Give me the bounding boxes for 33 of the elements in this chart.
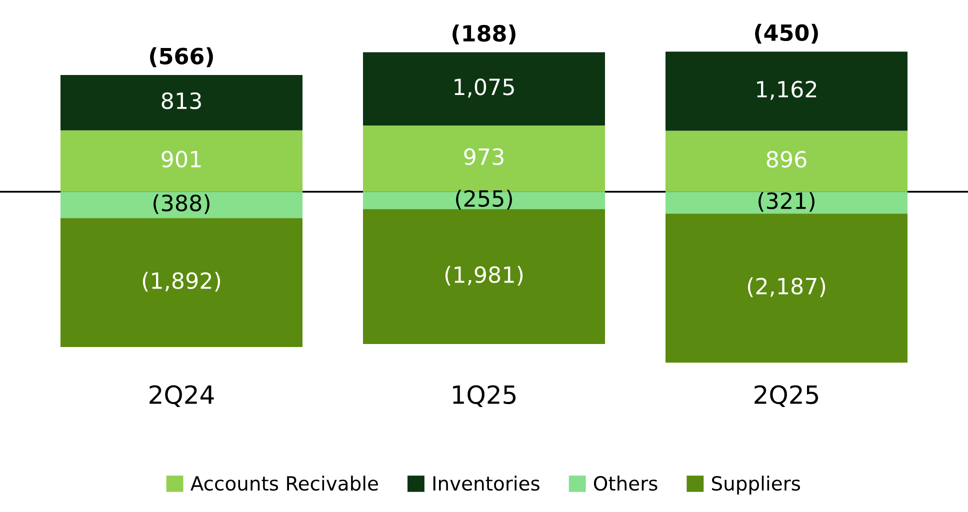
data-label: (1,981) xyxy=(445,266,523,286)
legend-label: Accounts Recivable xyxy=(190,476,378,491)
data-label: (388) xyxy=(154,194,210,214)
bar xyxy=(60,75,302,130)
total-label: (450) xyxy=(755,24,818,44)
data-label: (2,187) xyxy=(748,277,826,298)
total-label: (566) xyxy=(150,47,213,68)
data-label: 896 xyxy=(766,150,806,168)
legend-label: Inventories xyxy=(433,476,540,491)
bar xyxy=(363,209,605,344)
data-label: (321) xyxy=(758,192,814,212)
x-tick-label: 2Q24 xyxy=(150,385,214,407)
data-label: 973 xyxy=(464,148,504,166)
data-label: 1,162 xyxy=(757,80,816,100)
data-label: (255) xyxy=(456,190,512,210)
x-tick-label: 2Q25 xyxy=(754,385,818,407)
total-label: (188) xyxy=(452,24,516,44)
bar xyxy=(666,214,908,363)
bar xyxy=(666,52,908,131)
bar xyxy=(60,192,302,218)
data-label: 1,075 xyxy=(454,78,514,98)
data-label: 901 xyxy=(162,150,201,168)
data-label: 813 xyxy=(162,92,201,110)
legend-label: Suppliers xyxy=(712,476,800,494)
legend-label: Others xyxy=(594,476,658,491)
bar xyxy=(60,130,302,192)
data-label: (1,892) xyxy=(142,272,220,292)
bar xyxy=(666,130,908,192)
bar xyxy=(363,52,605,126)
bar xyxy=(60,218,302,348)
bar xyxy=(666,192,908,214)
bar xyxy=(363,192,605,210)
x-tick-label: 1Q25 xyxy=(453,385,516,407)
